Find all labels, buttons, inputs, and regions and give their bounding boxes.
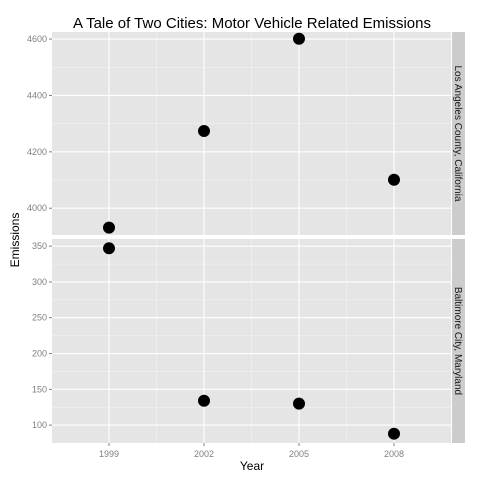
facet-strip-label: Los Angeles County, California xyxy=(452,65,463,201)
y-tick-label: 4400 xyxy=(27,90,47,100)
y-tick-label: 300 xyxy=(32,277,47,287)
y-tick-label: 350 xyxy=(32,241,47,251)
data-point-1999 xyxy=(103,242,115,255)
x-tick-label: 2008 xyxy=(384,449,404,459)
facet-panel-2: 100 150 200 250 300 350 Baltimore City, Maryla… xyxy=(32,239,465,443)
facet-panel-1: 4000 4200 4400 4600 Los Angeles County, Cali… xyxy=(27,32,465,235)
data-point-2008 xyxy=(388,173,400,186)
y-tick-label: 4600 xyxy=(27,34,47,44)
y-tick-label: 4000 xyxy=(27,203,47,213)
data-point-2002 xyxy=(198,124,210,137)
facet-strip-label: Baltimore City, Maryland xyxy=(452,287,463,395)
facet-panels: 4000 4200 4400 4600 Los Angeles County, Cali… xyxy=(27,32,465,443)
y-tick-label: 250 xyxy=(32,313,47,323)
data-point-2005 xyxy=(293,397,305,410)
x-tick-label: 2005 xyxy=(289,449,309,459)
x-tick-label: 1999 xyxy=(99,449,119,459)
data-point-1999 xyxy=(103,221,115,234)
y-tick-label: 200 xyxy=(32,349,47,359)
y-axis-title: Emissions xyxy=(8,213,22,268)
chart-title: A Tale of Two Cities: Motor Vehicle Rela… xyxy=(73,15,431,32)
data-point-2005 xyxy=(293,32,305,45)
y-tick-label: 150 xyxy=(32,384,47,394)
x-axis-title: Year xyxy=(240,459,264,473)
facet-strip xyxy=(452,32,465,235)
x-axis: 1999 2002 2005 2008 xyxy=(99,443,404,459)
x-tick-label: 2002 xyxy=(194,449,214,459)
data-point-2008 xyxy=(388,427,400,440)
y-tick-label: 4200 xyxy=(27,147,47,157)
data-point-2002 xyxy=(198,394,210,407)
y-tick-label: 100 xyxy=(32,420,47,430)
facet-strip xyxy=(452,239,465,443)
